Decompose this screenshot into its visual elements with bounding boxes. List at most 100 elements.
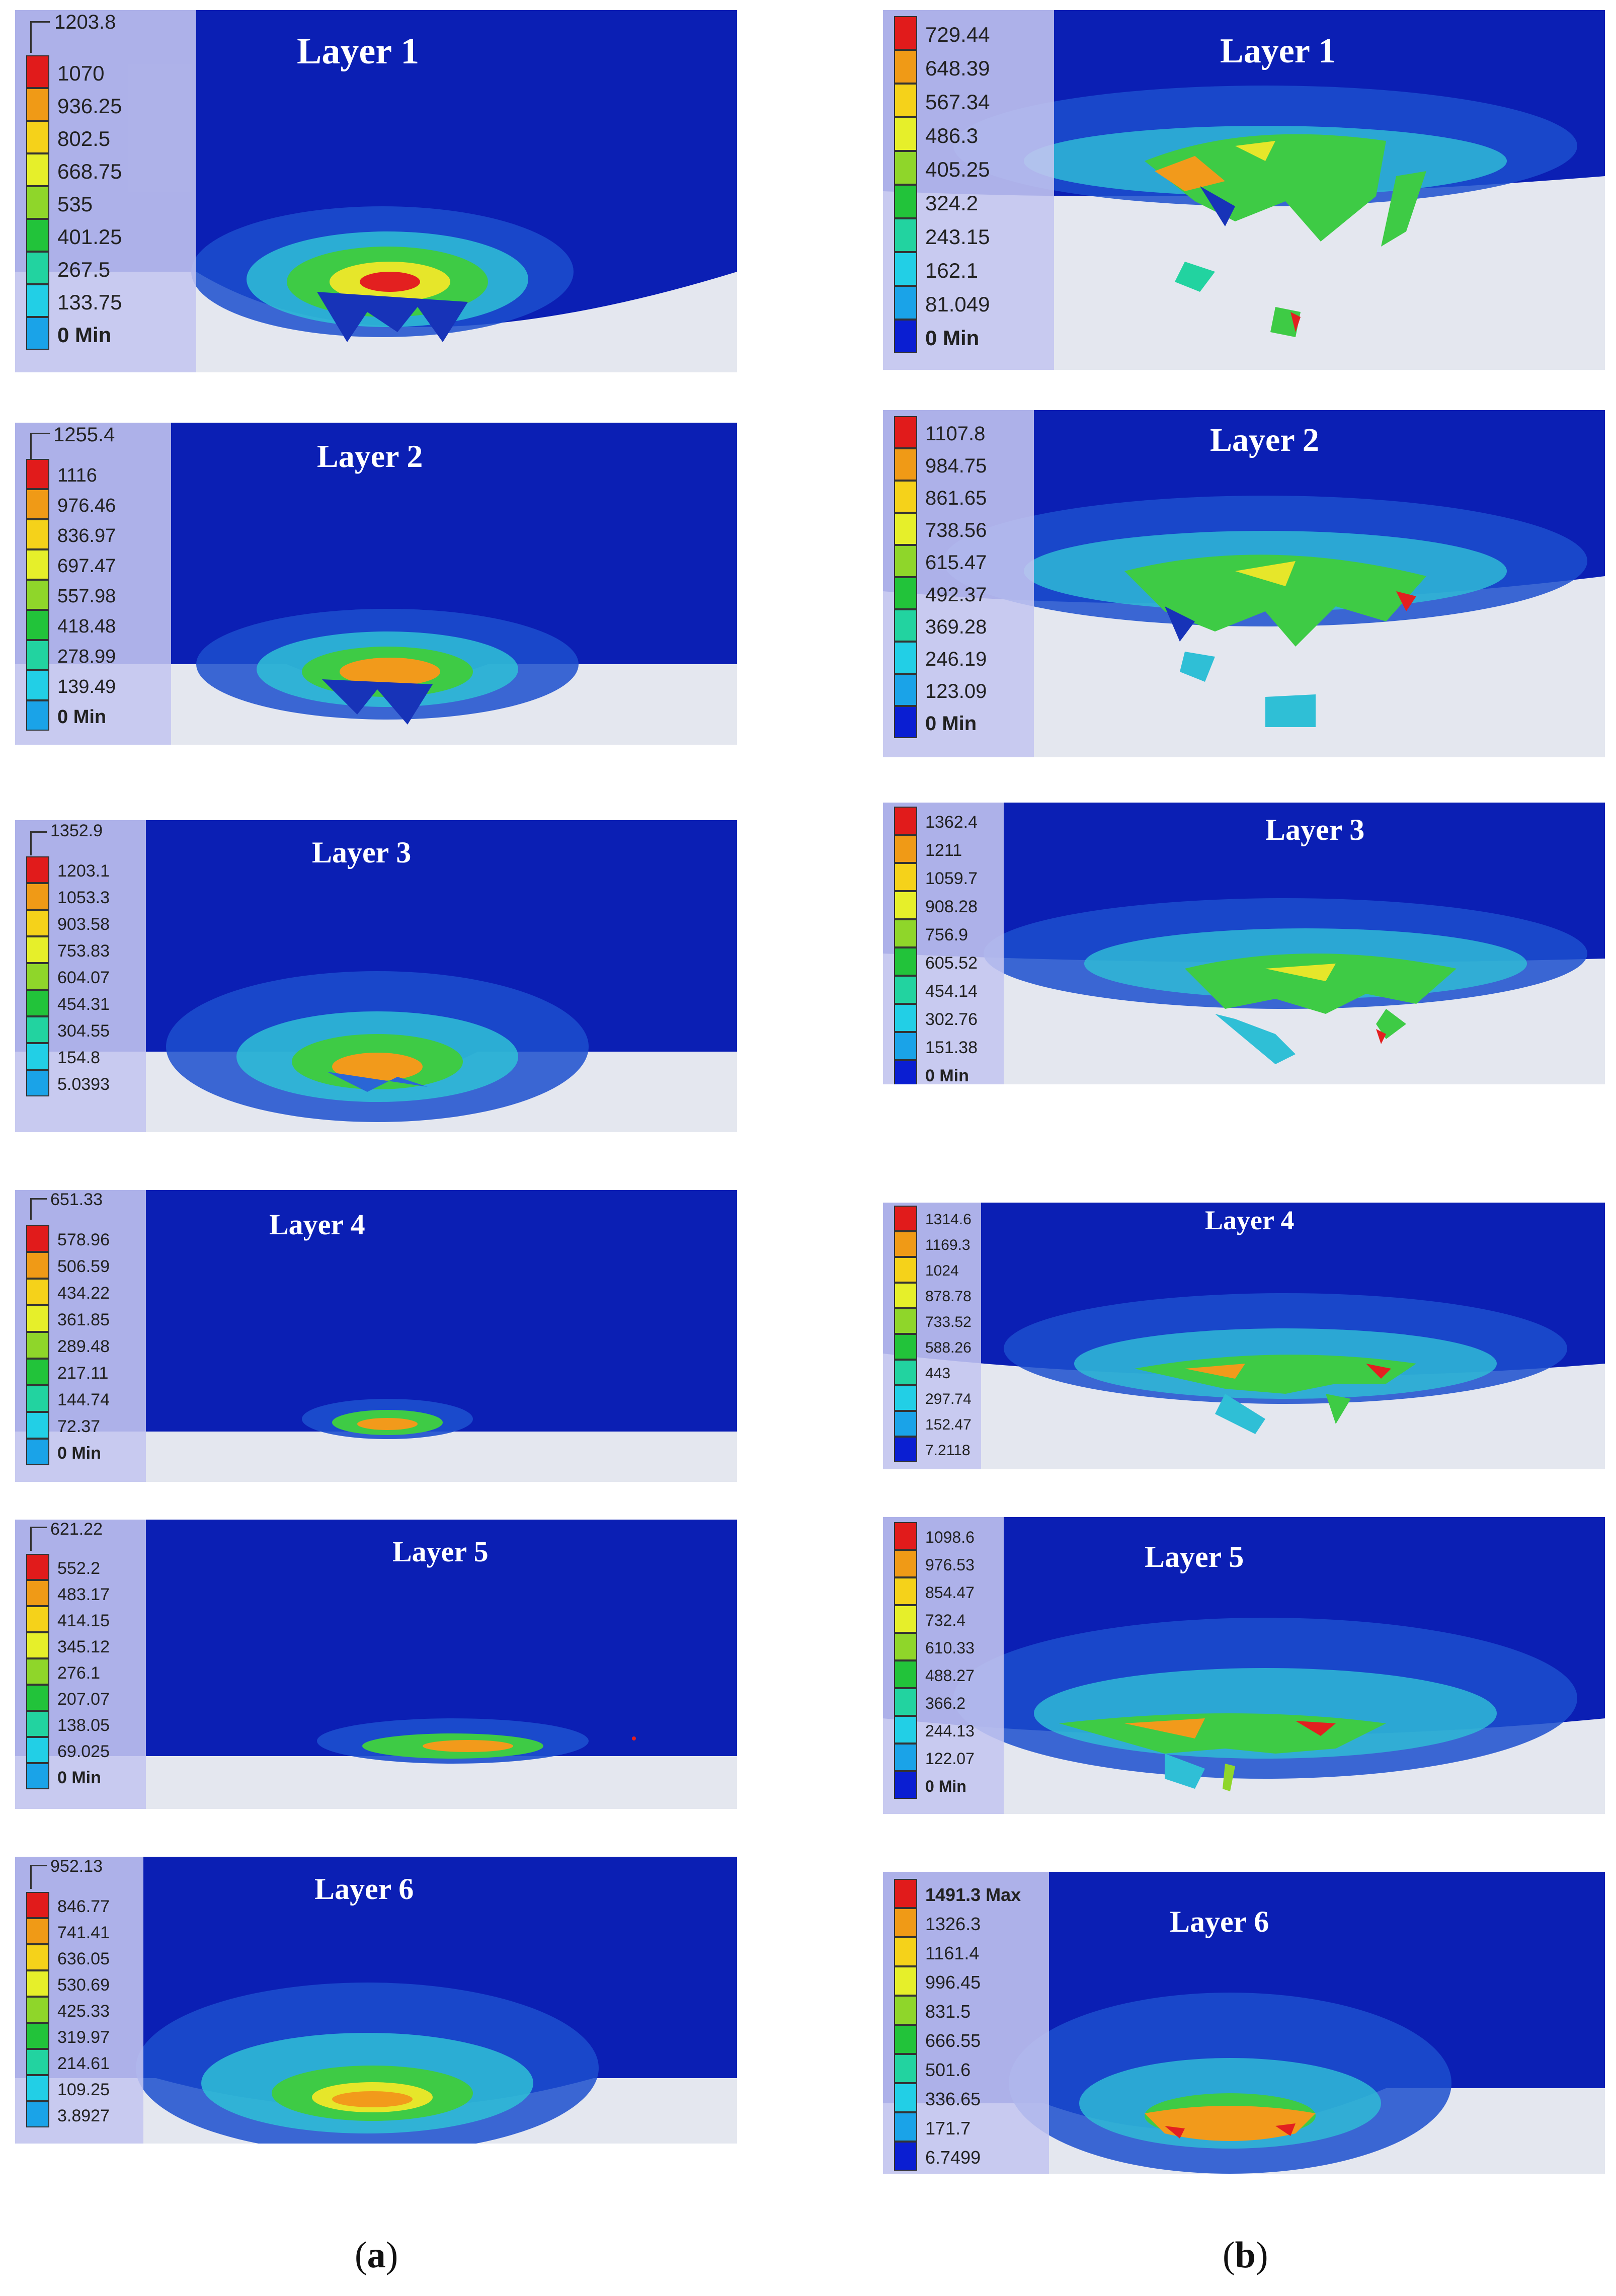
legend-max-value: 621.22 — [50, 1520, 103, 1539]
legend-color-swatch — [894, 218, 917, 252]
legend-color-swatch — [894, 252, 917, 286]
layer-title: Layer 2 — [317, 438, 423, 474]
legend-color-swatch — [894, 448, 917, 481]
legend-color-swatch — [26, 1711, 49, 1737]
legend-level-label: 0 Min — [925, 326, 980, 350]
legend-level-label: 636.05 — [57, 1949, 110, 1968]
legend-level-label: 0 Min — [57, 323, 112, 347]
legend-color-swatch — [26, 186, 49, 219]
legend-level-label: 878.78 — [925, 1288, 972, 1305]
legend-level-label: 506.59 — [57, 1257, 110, 1277]
legend-color-swatch — [894, 1550, 917, 1577]
legend-level-label: 1211 — [925, 840, 962, 860]
legend-color-swatch — [26, 1043, 49, 1070]
contour-panel-a-layer-4: 651.33 578.96 506.59 434.22 361.85 289.48 217… — [15, 1190, 737, 1482]
legend-color-swatch — [26, 963, 49, 990]
legend: 1491.3 Max 1326.3 1161.4 996.45 831.5 666.55 5… — [883, 1872, 1049, 2174]
legend-color-swatch — [26, 1658, 49, 1685]
legend-color-swatch — [26, 1970, 49, 1997]
legend-level-label: 738.56 — [925, 519, 987, 542]
legend-level-label: 267.5 — [57, 257, 111, 281]
legend-color-swatch — [894, 1716, 917, 1744]
legend-color-swatch — [894, 481, 917, 513]
legend-level-label: 144.74 — [57, 1390, 110, 1410]
legend: 651.33 578.96 506.59 434.22 361.85 289.48 217… — [15, 1190, 146, 1482]
contour-panel-b-layer-4: 1314.6 1169.3 1024 878.78 733.52 588.26 443 297… — [883, 1203, 1605, 1469]
legend-color-swatch — [26, 1737, 49, 1763]
legend: 1098.6 976.53 854.47 732.4 610.33 488.27 366.2… — [883, 1517, 1004, 1814]
legend-level-label: 0 Min — [57, 1768, 101, 1787]
legend: 729.44 648.39 567.34 486.3 405.25 324.2 243.15… — [883, 10, 1054, 370]
legend-level-label: 109.25 — [57, 2080, 110, 2099]
contour-panel-b-layer-3: 1362.4 1211 1059.7 908.28 756.9 605.52 454.14 3… — [883, 803, 1605, 1084]
legend-level-label: 936.25 — [57, 94, 122, 118]
legend-color-swatch — [26, 1606, 49, 1632]
legend-level-label: 1203.1 — [57, 861, 110, 881]
legend-level-label: 434.22 — [57, 1284, 110, 1303]
legend-color-swatch — [894, 1996, 917, 2025]
legend-level-label: 488.27 — [925, 1667, 975, 1685]
legend-level-label: 903.58 — [57, 915, 110, 934]
legend-max-value: 952.13 — [50, 1857, 103, 1876]
legend-level-label: 3.8927 — [57, 2106, 110, 2125]
legend-color-swatch — [894, 1385, 917, 1411]
legend-level-label: 552.2 — [57, 1558, 101, 1578]
legend-color-swatch — [26, 1225, 49, 1252]
legend-level-label: 861.65 — [925, 487, 987, 510]
legend-level-label: 1053.3 — [57, 888, 110, 908]
legend-level-label: 133.75 — [57, 290, 122, 314]
layer-title: Layer 5 — [1145, 1540, 1244, 1573]
legend-level-label: 151.38 — [925, 1038, 978, 1057]
layer-title: Layer 5 — [392, 1535, 489, 1568]
legend-color-swatch — [894, 835, 917, 863]
layer-title: Layer 1 — [1220, 32, 1336, 70]
legend-level-label: 729.44 — [925, 22, 990, 46]
legend-color-swatch — [894, 1308, 917, 1334]
contour-panel-a-layer-3: 1352.9 1203.1 1053.3 903.58 753.83 604.07 454… — [15, 820, 737, 1132]
legend-color-swatch — [26, 2023, 49, 2049]
legend-color-swatch — [894, 706, 917, 738]
legend-level-label: 1059.7 — [925, 868, 978, 888]
legend-color-swatch — [894, 976, 917, 1004]
legend-level-label: 72.37 — [57, 1417, 101, 1437]
legend-color-swatch — [26, 1385, 49, 1412]
contour-panel-a-layer-6: 952.13 846.77 741.41 636.05 530.69 425.33 319… — [15, 1857, 737, 2144]
legend-level-label: 217.11 — [57, 1364, 109, 1383]
legend: 1107.8 984.75 861.65 738.56 615.47 492.37 369.… — [883, 410, 1034, 757]
legend-level-label: 278.99 — [57, 646, 116, 667]
legend-color-swatch — [26, 459, 49, 489]
legend-color-swatch — [26, 1944, 49, 1970]
contour-panel-a-layer-5: 621.22 552.2 483.17 414.15 345.12 276.1 207.0… — [15, 1520, 737, 1809]
legend-level-label: 588.26 — [925, 1339, 972, 1357]
legend-level-label: 483.17 — [57, 1585, 110, 1604]
legend: 1255.4 1116 976.46 836.97 697.47 557.98 418.4… — [15, 423, 171, 745]
legend-level-label: 162.1 — [925, 258, 979, 282]
legend-level-label: 5.0393 — [57, 1075, 110, 1094]
legend-level-label: 243.15 — [925, 224, 990, 249]
legend-color-swatch — [26, 317, 49, 350]
legend-level-label: 535 — [57, 192, 93, 216]
legend-max-value: 651.33 — [50, 1190, 103, 1209]
legend-color-swatch — [894, 1937, 917, 1966]
contour-panel-b-layer-1: 729.44 648.39 567.34 486.3 405.25 324.2 243.15… — [883, 10, 1605, 370]
legend-level-label: 486.3 — [925, 123, 979, 147]
legend-color-swatch — [26, 252, 49, 284]
legend-color-swatch — [894, 1522, 917, 1550]
legend-level-label: 302.76 — [925, 1009, 978, 1029]
legend-color-swatch — [894, 1771, 917, 1799]
legend-color-swatch — [894, 919, 917, 947]
legend-level-label: 69.025 — [57, 1741, 110, 1761]
layer-title: Layer 4 — [269, 1208, 365, 1241]
legend-color-swatch — [894, 2083, 917, 2112]
layer-title: Layer 4 — [1205, 1205, 1295, 1235]
legend-level-label: 1070 — [57, 61, 105, 85]
legend-level-label: 668.75 — [57, 159, 122, 183]
legend-color-swatch — [26, 549, 49, 580]
legend-level-label: 756.9 — [925, 925, 968, 944]
legend-level-label: 7.2118 — [925, 1442, 971, 1459]
legend-color-swatch — [894, 1004, 917, 1032]
legend-level-label: 1314.6 — [925, 1211, 972, 1228]
legend-level-label: 289.48 — [57, 1337, 110, 1357]
legend-level-label: 154.8 — [57, 1048, 101, 1068]
legend-level-label: 139.49 — [57, 676, 116, 697]
